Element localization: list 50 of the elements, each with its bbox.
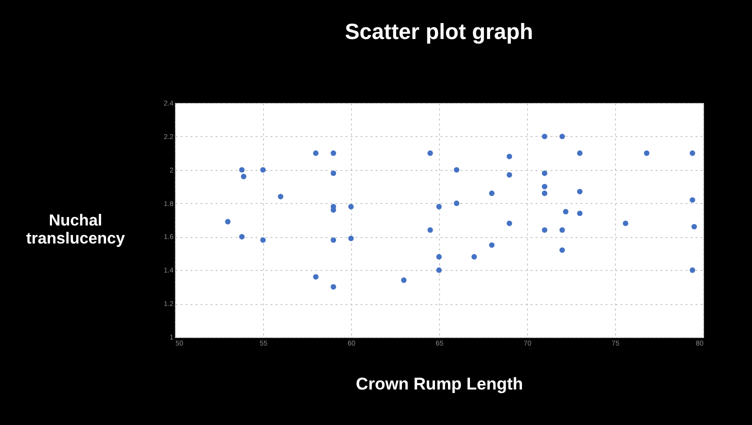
point — [330, 150, 336, 156]
point — [427, 227, 433, 233]
point — [436, 254, 442, 260]
point — [330, 237, 336, 243]
point — [313, 274, 319, 280]
point — [542, 170, 548, 176]
point — [471, 254, 477, 260]
point — [577, 210, 583, 216]
point — [506, 172, 512, 178]
point — [260, 167, 266, 173]
chart-title: Scatter plot graph — [344, 19, 534, 44]
point — [562, 208, 568, 214]
point — [330, 170, 336, 176]
point — [690, 197, 696, 203]
point — [559, 227, 565, 233]
point — [436, 204, 442, 210]
point — [401, 277, 407, 283]
point — [622, 220, 628, 226]
point — [260, 237, 266, 243]
point — [348, 236, 354, 242]
x-axis-title: Crown Rump Length — [356, 374, 524, 394]
point — [313, 150, 319, 156]
point — [577, 188, 583, 194]
point — [454, 200, 460, 206]
point — [239, 167, 245, 173]
point — [427, 150, 433, 156]
point — [240, 174, 246, 180]
point — [239, 234, 245, 240]
point — [225, 218, 231, 224]
y-axis-title: Nuchal translucency — [26, 212, 125, 248]
point — [559, 247, 565, 253]
point — [690, 150, 696, 156]
point — [489, 190, 495, 196]
point — [506, 220, 512, 226]
point — [690, 267, 696, 273]
point — [489, 242, 495, 248]
point — [559, 134, 565, 140]
point — [436, 267, 442, 273]
point — [348, 204, 354, 210]
point — [577, 150, 583, 156]
point — [506, 154, 512, 160]
point — [542, 134, 548, 140]
point — [542, 190, 548, 196]
point — [644, 150, 650, 156]
point — [454, 167, 460, 173]
point — [691, 224, 697, 230]
point — [278, 194, 284, 200]
point — [542, 227, 548, 233]
point — [330, 284, 336, 290]
point — [542, 184, 548, 190]
